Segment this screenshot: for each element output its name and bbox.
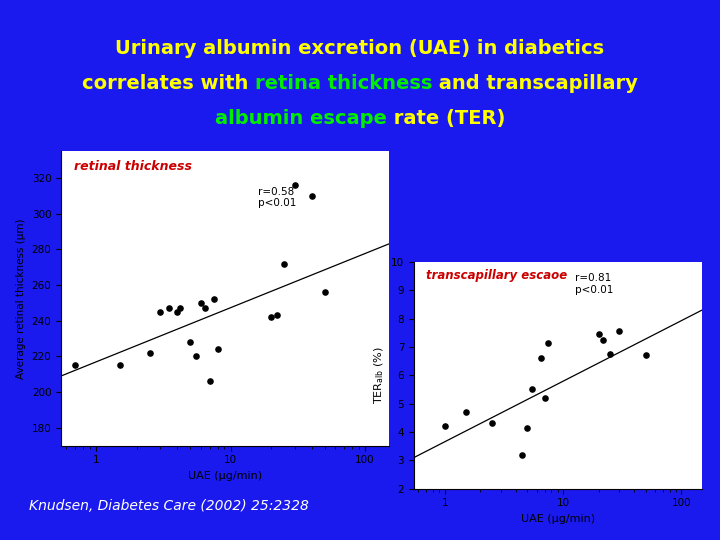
- Point: [70, 361, 81, 369]
- Point: [144, 348, 156, 357]
- Text: albumin escape: albumin escape: [215, 109, 387, 129]
- Point: [306, 192, 318, 200]
- Point: [279, 259, 290, 268]
- Point: [604, 350, 616, 359]
- Point: [521, 423, 533, 432]
- Point: [319, 288, 330, 296]
- Text: retinal thickness: retinal thickness: [74, 160, 192, 173]
- Point: [598, 335, 609, 344]
- X-axis label: UAE (μg/min): UAE (μg/min): [188, 471, 262, 481]
- Point: [542, 339, 554, 347]
- Point: [539, 394, 550, 402]
- Text: correlates with: correlates with: [82, 74, 255, 93]
- Text: Knudsen, Diabetes Care (2002) 25:2328: Knudsen, Diabetes Care (2002) 25:2328: [29, 499, 309, 513]
- Text: retina thickness: retina thickness: [255, 74, 432, 93]
- Point: [266, 313, 277, 321]
- Point: [155, 307, 166, 316]
- Text: r=0.81
p<0.01: r=0.81 p<0.01: [575, 273, 613, 295]
- Point: [208, 295, 220, 303]
- Point: [289, 181, 300, 190]
- Point: [114, 361, 125, 369]
- Text: Urinary albumin excretion (UAE) in diabetics: Urinary albumin excretion (UAE) in diabe…: [115, 39, 605, 58]
- Point: [174, 304, 186, 313]
- Text: rate (TER): rate (TER): [387, 109, 505, 129]
- Text: and transcapillary: and transcapillary: [432, 74, 638, 93]
- Point: [195, 299, 207, 307]
- Point: [535, 354, 546, 363]
- Point: [593, 330, 604, 339]
- Text: r=0.58
p<0.01: r=0.58 p<0.01: [258, 186, 296, 208]
- Y-axis label: TER$_{\mathregular{alb}}$ (%): TER$_{\mathregular{alb}}$ (%): [372, 347, 386, 404]
- Point: [613, 327, 625, 336]
- Point: [199, 304, 211, 313]
- Point: [163, 304, 175, 313]
- Text: transcapillary escaoe: transcapillary escaoe: [426, 269, 567, 282]
- Point: [516, 450, 528, 459]
- X-axis label: UAE (μg/min): UAE (μg/min): [521, 514, 595, 524]
- Point: [204, 377, 215, 386]
- Point: [526, 385, 538, 394]
- Point: [212, 345, 223, 354]
- Point: [271, 311, 282, 320]
- Point: [171, 307, 183, 316]
- Point: [184, 338, 196, 346]
- Point: [439, 422, 451, 431]
- Point: [190, 352, 202, 361]
- Point: [640, 351, 652, 360]
- Y-axis label: Average retinal thickness (μm): Average retinal thickness (μm): [16, 218, 26, 379]
- Point: [460, 408, 472, 416]
- Point: [486, 419, 498, 428]
